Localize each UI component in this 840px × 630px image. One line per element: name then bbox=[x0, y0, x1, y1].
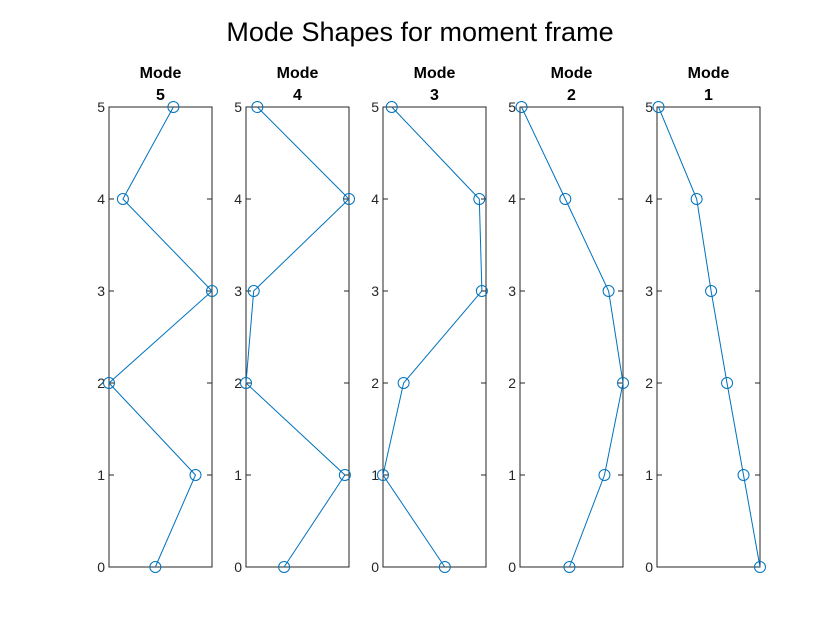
y-tick-label: 3 bbox=[508, 283, 516, 299]
data-point-marker bbox=[690, 193, 703, 205]
subplot-mode-3: 0 1 2 3 4 5 Mode 3 bbox=[371, 65, 488, 575]
data-point-marker bbox=[338, 469, 351, 481]
data-point-marker bbox=[103, 377, 115, 389]
y-tick-label: 4 bbox=[234, 191, 242, 207]
y-tick-label: 3 bbox=[371, 283, 379, 299]
data-point-marker bbox=[149, 561, 162, 573]
axes-box bbox=[245, 106, 350, 568]
data-point-marker bbox=[515, 101, 528, 113]
y-tick-label: 5 bbox=[371, 99, 379, 115]
y-tick-label: 5 bbox=[234, 99, 242, 115]
y-tick-label: 3 bbox=[234, 283, 242, 299]
y-tick-label: 4 bbox=[645, 191, 653, 207]
data-point-marker bbox=[206, 285, 218, 297]
data-point-marker bbox=[189, 469, 202, 481]
data-point-marker bbox=[721, 377, 734, 389]
mode-shape-line bbox=[245, 106, 350, 568]
subplot-title-line2: 4 bbox=[293, 87, 302, 104]
data-point-marker bbox=[473, 193, 486, 205]
data-point-marker bbox=[116, 193, 129, 205]
data-point-marker bbox=[652, 101, 665, 113]
subplot-title-line1: Mode bbox=[140, 65, 182, 82]
subplot-mode-2: 0 1 2 3 4 5 Mode 2 bbox=[508, 65, 629, 575]
subplots: 0 1 2 3 4 5 Mode 5 0 1 2 3 4 5 Mode 4 0 1 2 3 4 5 Mode 3 0 1 2 3 4 5 M… bbox=[97, 65, 766, 575]
data-point-marker bbox=[343, 193, 355, 205]
data-point-marker bbox=[251, 101, 264, 113]
subplot-title-line1: Mode bbox=[551, 65, 593, 82]
y-tick-label: 2 bbox=[508, 375, 516, 391]
subplot-title-line1: Mode bbox=[277, 65, 319, 82]
data-point-marker bbox=[167, 101, 180, 113]
y-tick-label: 2 bbox=[371, 375, 379, 391]
data-point-marker bbox=[385, 101, 398, 113]
data-point-marker bbox=[602, 285, 615, 297]
data-point-marker bbox=[475, 285, 488, 297]
subplot-title-line2: 3 bbox=[430, 87, 439, 104]
y-tick-label: 4 bbox=[371, 191, 379, 207]
y-tick-label: 1 bbox=[645, 467, 653, 483]
data-point-marker bbox=[737, 469, 750, 481]
y-tick-label: 0 bbox=[371, 559, 379, 575]
data-point-marker bbox=[598, 469, 611, 481]
y-tick-label: 0 bbox=[234, 559, 242, 575]
y-tick-label: 1 bbox=[97, 467, 105, 483]
subplot-mode-4: 0 1 2 3 4 5 Mode 4 bbox=[234, 65, 355, 575]
y-tick-label: 3 bbox=[645, 283, 653, 299]
y-tick-label: 1 bbox=[234, 467, 242, 483]
data-point-marker bbox=[617, 377, 629, 389]
mode-shape-line bbox=[108, 106, 213, 568]
subplot-mode-1: 0 1 2 3 4 5 Mode 1 bbox=[645, 65, 766, 575]
mode-shape-line bbox=[382, 106, 483, 568]
data-point-marker bbox=[438, 561, 451, 573]
subplot-title-line2: 2 bbox=[567, 87, 576, 104]
subplot-title-line2: 5 bbox=[156, 87, 165, 104]
mode-shape-line bbox=[658, 106, 761, 568]
data-point-marker bbox=[278, 561, 291, 573]
y-tick-label: 2 bbox=[234, 375, 242, 391]
data-point-marker bbox=[247, 285, 260, 297]
data-point-marker bbox=[563, 561, 576, 573]
axes-box bbox=[519, 106, 624, 568]
subplot-title-line1: Mode bbox=[688, 65, 730, 82]
subplot-mode-5: 0 1 2 3 4 5 Mode 5 bbox=[97, 65, 218, 575]
y-tick-label: 2 bbox=[97, 375, 105, 391]
subplot-title-line1: Mode bbox=[414, 65, 456, 82]
data-point-marker bbox=[559, 193, 572, 205]
data-point-marker bbox=[705, 285, 718, 297]
y-tick-label: 4 bbox=[97, 191, 105, 207]
data-point-marker bbox=[754, 561, 766, 573]
y-tick-label: 3 bbox=[97, 283, 105, 299]
data-point-marker bbox=[397, 377, 410, 389]
y-tick-label: 1 bbox=[508, 467, 516, 483]
figure-title: Mode Shapes for moment frame bbox=[226, 17, 613, 47]
data-point-marker bbox=[240, 377, 252, 389]
y-tick-label: 1 bbox=[371, 467, 379, 483]
y-tick-label: 5 bbox=[508, 99, 516, 115]
mode-shape-line bbox=[521, 106, 624, 568]
data-point-marker bbox=[377, 469, 389, 481]
axes-box bbox=[656, 106, 761, 568]
y-tick-label: 0 bbox=[97, 559, 105, 575]
y-tick-label: 0 bbox=[508, 559, 516, 575]
axes-box bbox=[382, 106, 487, 568]
y-tick-label: 5 bbox=[645, 99, 653, 115]
y-tick-label: 2 bbox=[645, 375, 653, 391]
subplot-title-line2: 1 bbox=[704, 87, 713, 104]
y-tick-label: 4 bbox=[508, 191, 516, 207]
y-tick-label: 5 bbox=[97, 99, 105, 115]
y-tick-label: 0 bbox=[645, 559, 653, 575]
